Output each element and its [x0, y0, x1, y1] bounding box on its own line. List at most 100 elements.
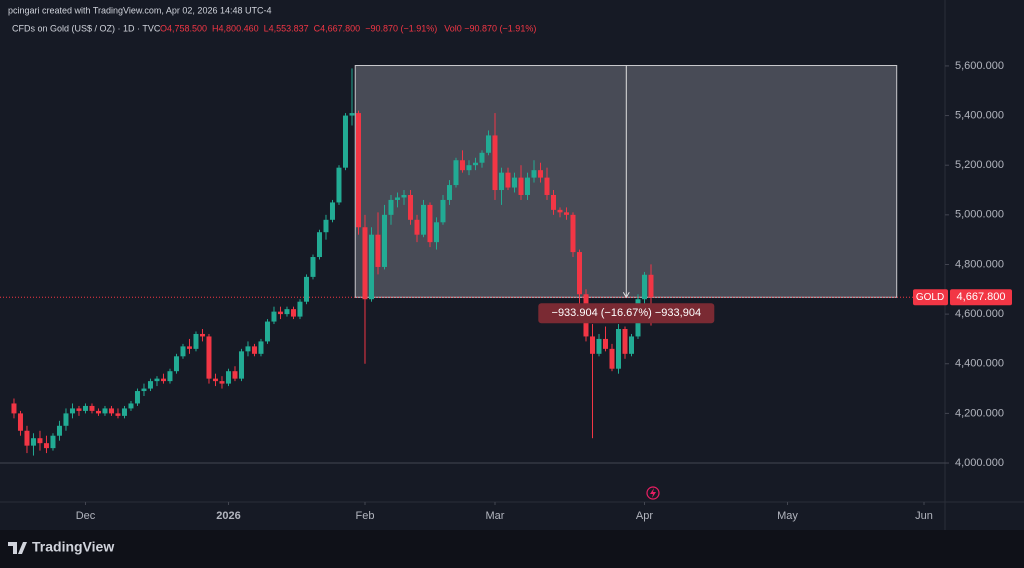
ohlc-value: −90.870 (−1.91%) [365, 23, 437, 33]
candle-body [180, 346, 186, 357]
volume: Vol0 −90.870 (−1.91%) [444, 23, 536, 33]
candle-body [56, 425, 62, 436]
candle-body [641, 274, 647, 300]
candle-body [440, 199, 446, 223]
price-name-box [913, 289, 948, 306]
candle-body [17, 413, 23, 431]
candle-body [50, 435, 56, 449]
y-tick-label: 4,000.000 [955, 457, 1004, 469]
candle-body [518, 177, 524, 195]
candle-body [134, 391, 140, 404]
candle-body [336, 167, 342, 203]
candle-body [648, 274, 654, 298]
candle-body [563, 212, 569, 215]
candle-body [401, 194, 407, 198]
candle-body [284, 309, 290, 315]
candle-body [355, 113, 361, 228]
brand: TradingView [32, 539, 114, 555]
candle-body [531, 170, 537, 178]
price-tag-box [950, 289, 1012, 306]
footer-band [0, 530, 1024, 568]
y-tick-label: 5,400.000 [955, 109, 1004, 121]
candle-body [615, 329, 621, 369]
candle-body [219, 381, 225, 384]
y-tick-label: 4,600.000 [955, 308, 1004, 320]
y-tick-label: 5,200.000 [955, 159, 1004, 171]
candle-body [368, 234, 374, 300]
candle-body [544, 177, 550, 195]
y-tick-label: 4,400.000 [955, 358, 1004, 370]
credit: pcingari created with TradingView.com, A… [8, 5, 271, 15]
candle-body [264, 321, 270, 342]
candle-body [427, 204, 433, 243]
logo: TradingView [8, 539, 114, 555]
y-tick-label: 4,200.000 [955, 407, 1004, 419]
candle-body [251, 346, 257, 354]
x-tick-label: Jun [915, 510, 933, 522]
candle-body [505, 172, 511, 188]
candle-body [212, 378, 218, 382]
ohlc-value: H4,800.460 [212, 23, 259, 33]
candle-body [186, 346, 192, 349]
candle-body [342, 115, 348, 168]
candle-body [498, 172, 504, 191]
candle-body [381, 214, 387, 267]
ohlc-value: C4,667.800 [314, 23, 361, 33]
x-tick-label: Apr [636, 510, 653, 522]
lightning-icon [646, 486, 660, 500]
ohlc-value: L4,553.837 [264, 23, 309, 33]
measure-label-box [538, 303, 715, 324]
candle-body [628, 336, 634, 354]
candle-body [329, 202, 335, 220]
y-tick-label: 5,600.000 [955, 60, 1004, 72]
candle-body [466, 165, 472, 171]
candle-body [323, 219, 329, 233]
candle-body [570, 214, 576, 253]
candle-body [24, 430, 30, 446]
y-tick-label: 4,800.000 [955, 258, 1004, 270]
candle-body [303, 276, 309, 302]
candle-body [271, 311, 277, 322]
candle-body [69, 408, 75, 414]
candle-body [537, 170, 543, 178]
candle-body [420, 204, 426, 235]
candle-body [30, 438, 36, 446]
candle-body [141, 388, 147, 392]
candle-body [485, 135, 491, 153]
candle-body [160, 378, 166, 382]
x-tick-label: Dec [76, 510, 96, 522]
x-tick-label: 2026 [216, 510, 240, 522]
candle-body [433, 222, 439, 243]
candle-body [596, 338, 602, 354]
candle-body [557, 209, 563, 213]
candle-body [121, 408, 127, 416]
candle-body [362, 227, 368, 300]
candle-body [147, 381, 153, 389]
candle-body [206, 336, 212, 379]
candle-body [394, 197, 400, 200]
candle-body [479, 152, 485, 163]
candle-body [602, 338, 608, 349]
candle-body [375, 234, 381, 267]
candle-body [622, 329, 628, 354]
candle-body [108, 408, 114, 414]
candle-body [511, 177, 517, 188]
candle-body [277, 311, 283, 315]
y-tick-label: 5,000.000 [955, 209, 1004, 221]
candle-body [297, 301, 303, 317]
candle-body [238, 351, 244, 379]
candle-body [102, 408, 108, 414]
candle-body [154, 378, 160, 382]
candle-body [316, 232, 322, 258]
candle-body [225, 371, 231, 384]
candle-body [11, 403, 17, 414]
candle-body [173, 356, 179, 372]
candle-body [232, 371, 238, 379]
candle-body [82, 405, 88, 411]
x-tick-label: Mar [486, 510, 505, 522]
price-name: GOLD [916, 292, 944, 303]
candle-body [453, 160, 459, 186]
candle-body [167, 371, 173, 382]
